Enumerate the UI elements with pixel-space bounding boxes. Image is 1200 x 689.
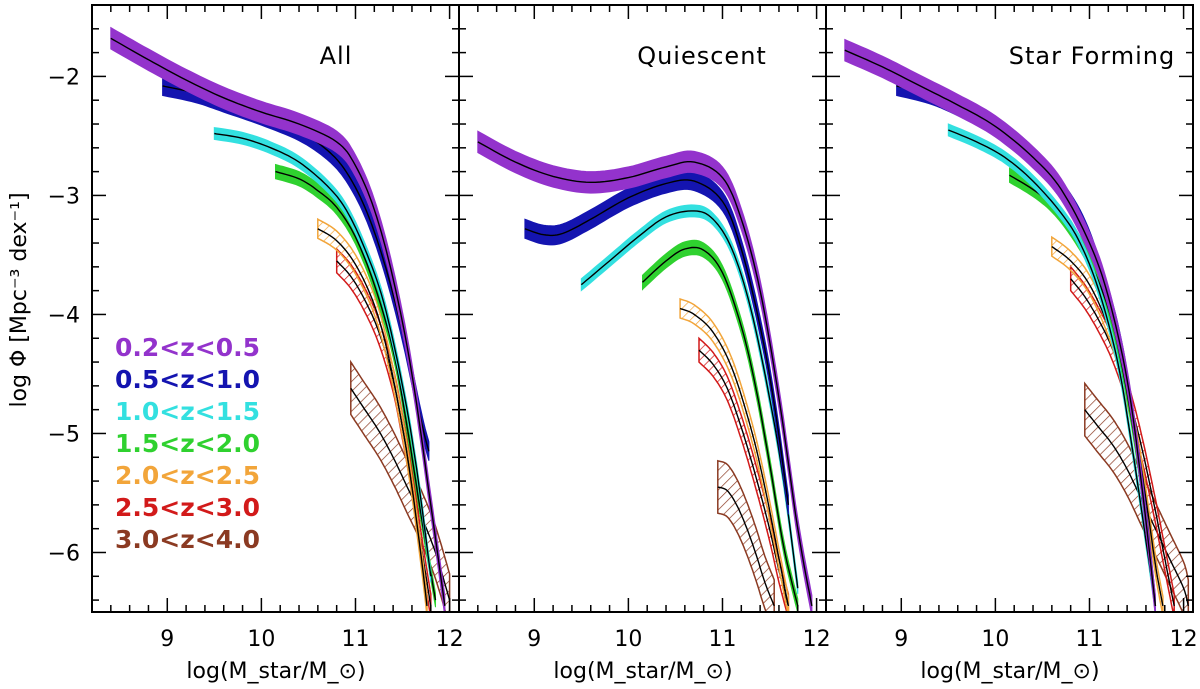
legend-entry-5: 2.0<z<2.5	[115, 461, 260, 490]
x-tick-label: 9	[160, 627, 174, 652]
panel-2-band-3	[580, 204, 799, 595]
y-tick-label: −6	[48, 541, 80, 566]
y-axis-label: log Φ [Mpc⁻³ dex⁻¹]	[7, 192, 32, 407]
legend-entry-4: 1.5<z<2.0	[115, 429, 260, 458]
x-tick-label: 10	[614, 627, 642, 652]
y-tick-label: −5	[48, 422, 80, 447]
legend-entry-1: 0.2<z<0.5	[115, 333, 260, 362]
legend-entry-3: 1.0<z<1.5	[115, 397, 260, 426]
x-tick-label: 10	[981, 627, 1009, 652]
panel-2-line-4	[642, 246, 799, 607]
panel-3-band-3	[947, 123, 1156, 612]
panel-label-star-forming: Star Forming	[1009, 42, 1175, 70]
legend-entry-6: 2.5<z<3.0	[115, 493, 260, 522]
panel-2-series	[477, 130, 813, 612]
x-tick-label: 9	[527, 627, 541, 652]
panel-3-line-3	[948, 129, 1157, 607]
panel-2-band-6	[698, 336, 790, 612]
panel-2-band-7	[717, 459, 775, 612]
y-tick-label: −2	[48, 65, 80, 90]
legend-entry-2: 0.5<z<1.0	[115, 365, 260, 394]
panel-1-band-5	[317, 217, 428, 612]
panel-3-line-1	[844, 49, 1157, 607]
panel-2-band-4	[642, 239, 799, 612]
panel-label-all: All	[320, 42, 353, 70]
panel-1-line-5	[317, 228, 428, 607]
panel-2-line-3	[580, 210, 799, 589]
x-axis-label-3: log(M_star/M_⊙)	[920, 659, 1099, 684]
panel-2-band-1	[477, 130, 813, 612]
x-tick-label: 11	[708, 627, 736, 652]
panel-2-line-1	[477, 141, 813, 607]
x-tick-label: 12	[436, 627, 464, 652]
panel-1-line-7	[350, 387, 451, 601]
y-tick-label: −4	[48, 303, 80, 328]
panel-1-series	[110, 26, 451, 612]
x-tick-label: 10	[247, 627, 275, 652]
x-tick-label: 12	[1170, 627, 1198, 652]
legend-entry-7: 3.0<z<4.0	[115, 525, 260, 554]
panel-2-line-7	[717, 486, 775, 607]
panel-1-line-3	[214, 132, 432, 577]
panel-2-line-5	[679, 307, 790, 607]
panel-1-band-3	[213, 127, 432, 583]
panel-2-band-2	[524, 169, 789, 515]
panel-1-line-1	[110, 37, 446, 607]
x-tick-label: 11	[1075, 627, 1103, 652]
x-tick-label: 11	[341, 627, 369, 652]
panel-1-band-1	[110, 26, 446, 612]
x-tick-label: 12	[803, 627, 831, 652]
panel-3-frame	[825, 4, 1194, 613]
panel-2-line-2	[524, 179, 790, 505]
x-axis-label-1: log(M_star/M_⊙)	[186, 659, 365, 684]
panel-2-band-5	[679, 297, 790, 612]
panel-3-series	[844, 38, 1190, 612]
x-axis-label-2: log(M_star/M_⊙)	[553, 659, 732, 684]
legend: 0.2<z<0.5 0.5<z<1.0 1.0<z<1.5 1.5<z<2.0 …	[115, 333, 260, 554]
panel-label-quiescent: Quiescent	[637, 42, 767, 70]
x-tick-label: 9	[894, 627, 908, 652]
panel-1-line-4	[275, 170, 437, 601]
panel-3-band-1	[844, 38, 1156, 612]
y-tick-label: −3	[48, 184, 80, 209]
